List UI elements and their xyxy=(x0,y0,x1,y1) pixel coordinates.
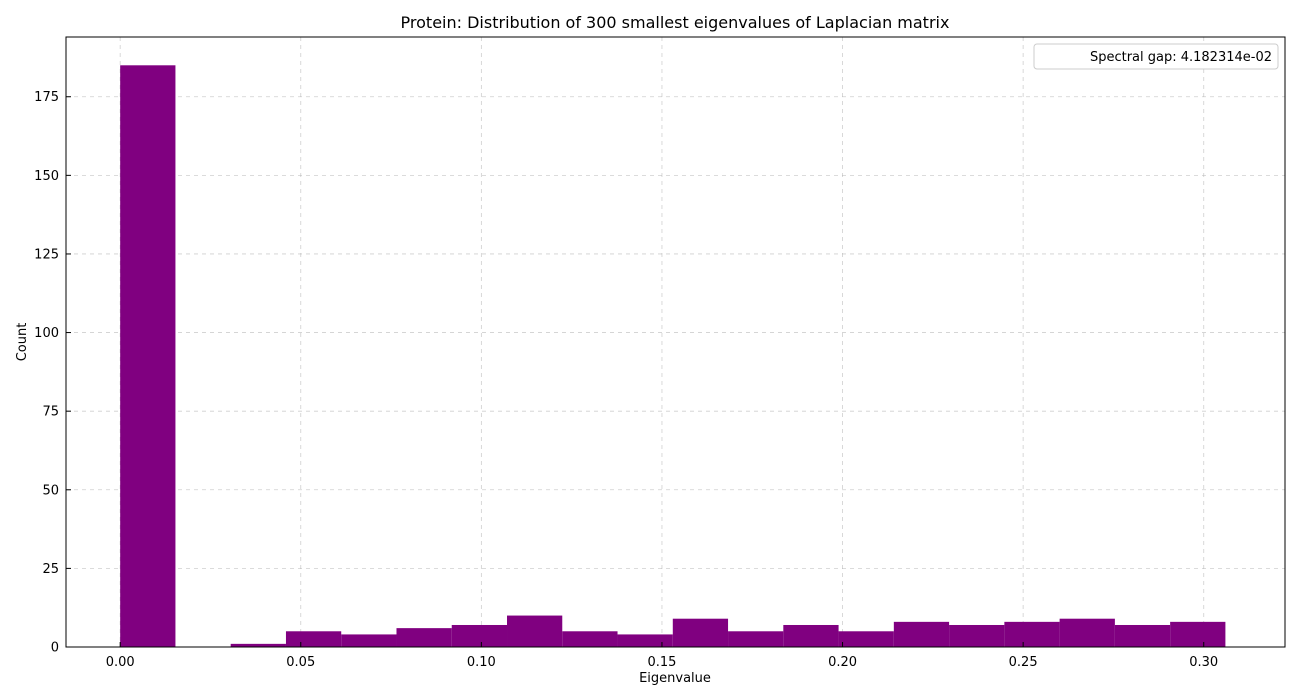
histogram-bar xyxy=(838,631,894,647)
histogram-bar xyxy=(1004,621,1060,647)
grid xyxy=(66,37,1285,648)
x-tick-label: 0.05 xyxy=(286,655,315,670)
y-tick-label: 150 xyxy=(34,169,59,184)
y-tick-label: 175 xyxy=(34,90,59,105)
histogram-bar xyxy=(1114,624,1171,647)
histogram-bar xyxy=(672,618,729,647)
x-tick-label: 0.25 xyxy=(1009,655,1038,670)
y-axis-label: Count xyxy=(15,323,30,362)
histogram-bar xyxy=(120,65,176,648)
x-axis-label: Eigenvalue xyxy=(639,671,711,686)
legend-entry: Spectral gap: 4.182314e-02 xyxy=(1090,50,1272,65)
x-tick-label: 0.30 xyxy=(1189,655,1218,670)
histogram-bar xyxy=(562,631,618,647)
legend: Spectral gap: 4.182314e-02 xyxy=(1033,43,1279,70)
legend-box xyxy=(1033,43,1279,70)
histogram-bar xyxy=(285,631,342,647)
histogram-bar xyxy=(341,634,397,647)
histogram-bar xyxy=(1170,621,1226,647)
bars xyxy=(120,65,1226,648)
histogram-bar xyxy=(451,624,508,647)
plot-frame xyxy=(65,36,1286,648)
y-tick-label: 125 xyxy=(34,247,59,262)
x-tick-label: 0.20 xyxy=(828,655,857,670)
x-tick-label: 0.00 xyxy=(106,655,135,670)
x-axis-ticks: 0.00 0.05 0.10 0.15 0.20 0.25 0.30 xyxy=(106,642,1218,670)
y-tick-label: 50 xyxy=(42,483,59,498)
histogram-bar xyxy=(949,624,1005,647)
histogram-bar xyxy=(1059,618,1115,647)
y-tick-label: 0 xyxy=(51,641,59,656)
histogram-bar xyxy=(230,643,286,647)
y-tick-label: 100 xyxy=(34,326,59,341)
chart-title: Protein: Distribution of 300 smallest ei… xyxy=(401,13,950,32)
histogram-bar xyxy=(396,628,452,647)
y-axis-ticks: 0 25 50 75 100 125 150 175 xyxy=(34,90,71,656)
x-tick-label: 0.15 xyxy=(647,655,676,670)
y-tick-label: 25 xyxy=(42,562,59,577)
histogram-bar xyxy=(728,631,784,647)
histogram-bar xyxy=(893,621,950,647)
histogram-bar xyxy=(617,634,673,647)
histogram-bar xyxy=(507,615,563,647)
histogram-bar xyxy=(783,624,839,647)
x-tick-label: 0.10 xyxy=(467,655,496,670)
y-tick-label: 75 xyxy=(42,405,59,420)
